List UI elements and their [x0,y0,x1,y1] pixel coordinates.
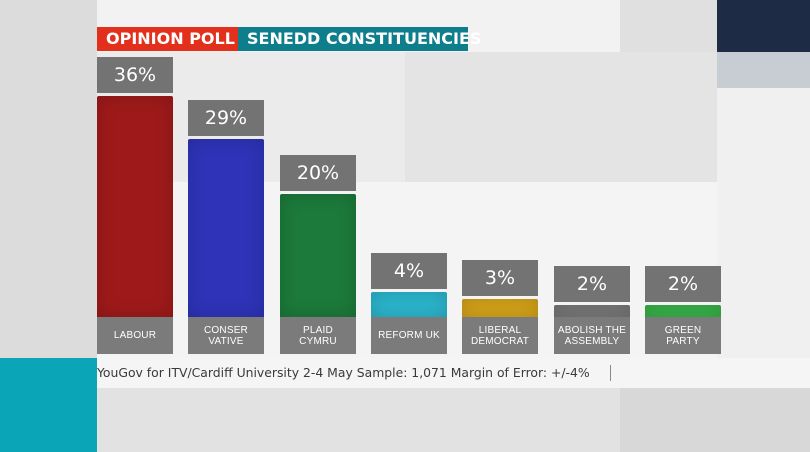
data-label-text: 36% [113,64,157,86]
data-label: 29% [188,99,264,136]
senedd-constituencies-tag: SENEDD CONSTITUENCIES [238,27,481,51]
data-label-text: 20% [296,162,340,185]
bar [645,304,721,317]
data-label-text: 4% [393,260,425,283]
background-tile [717,88,810,358]
bar [462,298,538,317]
bar [97,96,173,317]
bar [371,292,447,317]
opinion-poll-tag: OPINION POLL [97,27,238,51]
data-label: 2% [645,265,721,302]
category-label: LIBERAL DEMOCRAT [462,317,538,354]
source-note: YouGov for ITV/Cardiff University 2-4 Ma… [97,365,590,380]
category-label: ABOLISH THE ASSEMBLY [554,317,630,354]
category-label: LABOUR [97,317,173,354]
bar [188,138,264,317]
bar [554,304,630,317]
background-tile [717,0,810,52]
data-label: 20% [280,155,356,192]
data-label-text: 2% [667,272,699,295]
data-label: 36% [97,57,173,93]
category-label: PLAID CYMRU [280,317,356,354]
accent-tile [0,358,97,452]
background-tile [620,0,717,52]
background-tile [717,52,810,88]
category-label: GREEN PARTY [645,317,721,354]
data-label-text: 3% [484,266,516,289]
category-label: CONSER VATIVE [188,317,264,354]
source-strip [97,358,810,388]
data-label: 3% [462,259,538,296]
data-label-text: 29% [204,106,248,129]
data-label: 4% [371,253,447,290]
bar [280,194,356,317]
data-label: 2% [554,265,630,302]
background-tile [405,52,717,182]
source-divider [610,365,611,381]
background-tile [620,388,810,452]
category-label: REFORM UK [371,317,447,354]
data-label-text: 2% [576,272,608,295]
